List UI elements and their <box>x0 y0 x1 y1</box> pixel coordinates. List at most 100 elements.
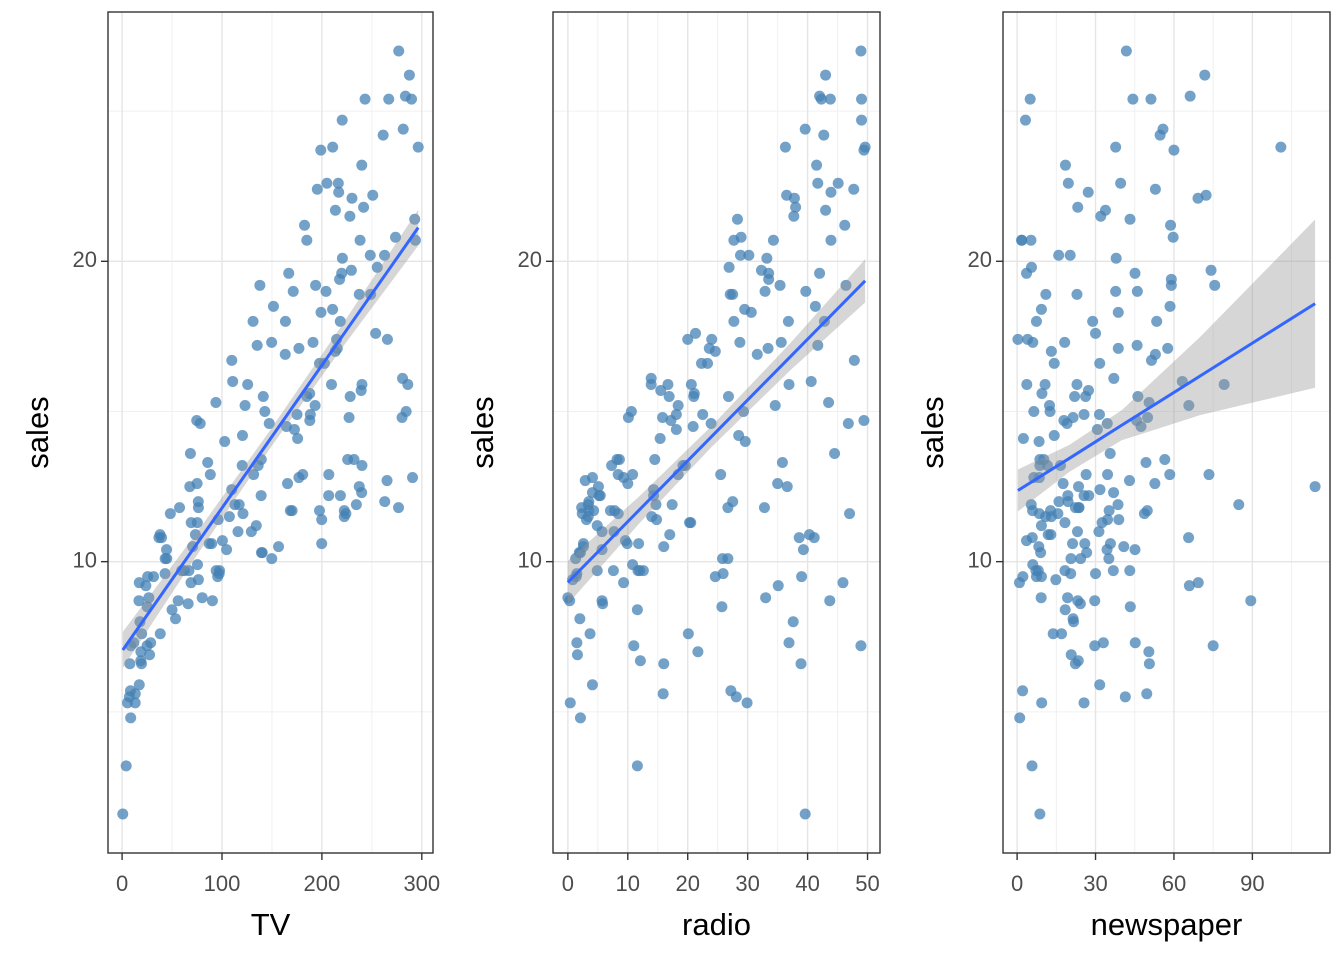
point <box>1094 357 1106 369</box>
point <box>1112 306 1124 318</box>
point <box>334 315 346 327</box>
point <box>327 141 339 153</box>
point <box>1082 384 1094 396</box>
point <box>192 559 204 571</box>
point <box>1089 595 1101 607</box>
point <box>407 472 419 484</box>
point <box>651 514 663 526</box>
point <box>594 490 606 502</box>
point <box>397 123 409 135</box>
point <box>189 529 201 541</box>
point <box>781 189 793 201</box>
point <box>216 535 228 547</box>
point <box>1093 526 1105 538</box>
point <box>1120 45 1132 57</box>
point <box>574 547 586 559</box>
point <box>164 508 176 520</box>
point <box>1143 658 1155 670</box>
point <box>355 384 367 396</box>
point <box>1167 231 1179 243</box>
point <box>574 613 586 625</box>
point <box>790 201 802 213</box>
point <box>239 399 251 411</box>
point <box>717 568 729 580</box>
point <box>774 279 786 291</box>
point <box>1112 499 1124 511</box>
point <box>1141 688 1153 700</box>
point <box>1071 378 1083 390</box>
point <box>192 574 204 586</box>
point <box>293 472 305 484</box>
point <box>776 457 788 469</box>
point <box>809 300 821 312</box>
panel: 0 30 60 90 10 20 newspaper sales <box>915 11 1331 942</box>
point <box>758 502 770 514</box>
point <box>772 580 784 592</box>
point <box>1103 505 1115 517</box>
point <box>783 378 795 390</box>
point <box>1021 378 1033 390</box>
point <box>223 511 235 523</box>
point <box>1065 568 1077 580</box>
point <box>586 679 598 691</box>
point <box>625 405 637 417</box>
point <box>670 423 682 435</box>
point <box>811 159 823 171</box>
point <box>1096 517 1108 529</box>
point <box>859 141 871 153</box>
point <box>1124 475 1136 487</box>
point <box>390 231 402 243</box>
point <box>839 219 851 231</box>
point <box>323 490 335 502</box>
point <box>1108 372 1120 384</box>
point <box>304 387 316 399</box>
point <box>844 508 856 520</box>
point <box>824 595 836 607</box>
point <box>170 613 182 625</box>
point <box>144 649 156 661</box>
y-tick-label: 20 <box>73 247 97 272</box>
point <box>1026 760 1038 772</box>
point <box>743 249 755 261</box>
point <box>1099 204 1111 216</box>
point <box>1205 264 1217 276</box>
y-tick-label: 10 <box>73 547 97 572</box>
point <box>582 511 594 523</box>
point <box>1110 252 1122 264</box>
point <box>381 333 393 345</box>
x-tick-label: 50 <box>855 871 879 896</box>
point <box>820 69 832 81</box>
point <box>1021 267 1033 279</box>
x-axis-title: newspaper <box>1091 907 1243 942</box>
point <box>292 433 304 445</box>
point <box>159 568 171 580</box>
point <box>210 396 222 408</box>
point <box>1309 481 1321 493</box>
point <box>787 616 799 628</box>
point <box>1024 93 1036 105</box>
point <box>325 378 337 390</box>
point <box>745 306 757 318</box>
point <box>596 595 608 607</box>
point <box>823 396 835 408</box>
point <box>1149 348 1161 360</box>
point <box>1012 333 1024 345</box>
point <box>263 417 275 429</box>
point <box>350 499 362 511</box>
point <box>353 288 365 300</box>
point <box>649 454 661 466</box>
point <box>1059 336 1071 348</box>
point <box>143 592 155 604</box>
point <box>345 264 357 276</box>
point <box>1129 544 1141 556</box>
point <box>727 496 739 508</box>
point <box>287 285 299 297</box>
panel-border <box>552 11 881 854</box>
point <box>1036 697 1048 709</box>
point <box>687 420 699 432</box>
point <box>703 342 715 354</box>
point <box>1218 378 1230 390</box>
point <box>666 499 678 511</box>
point <box>307 336 319 348</box>
point <box>1034 454 1046 466</box>
